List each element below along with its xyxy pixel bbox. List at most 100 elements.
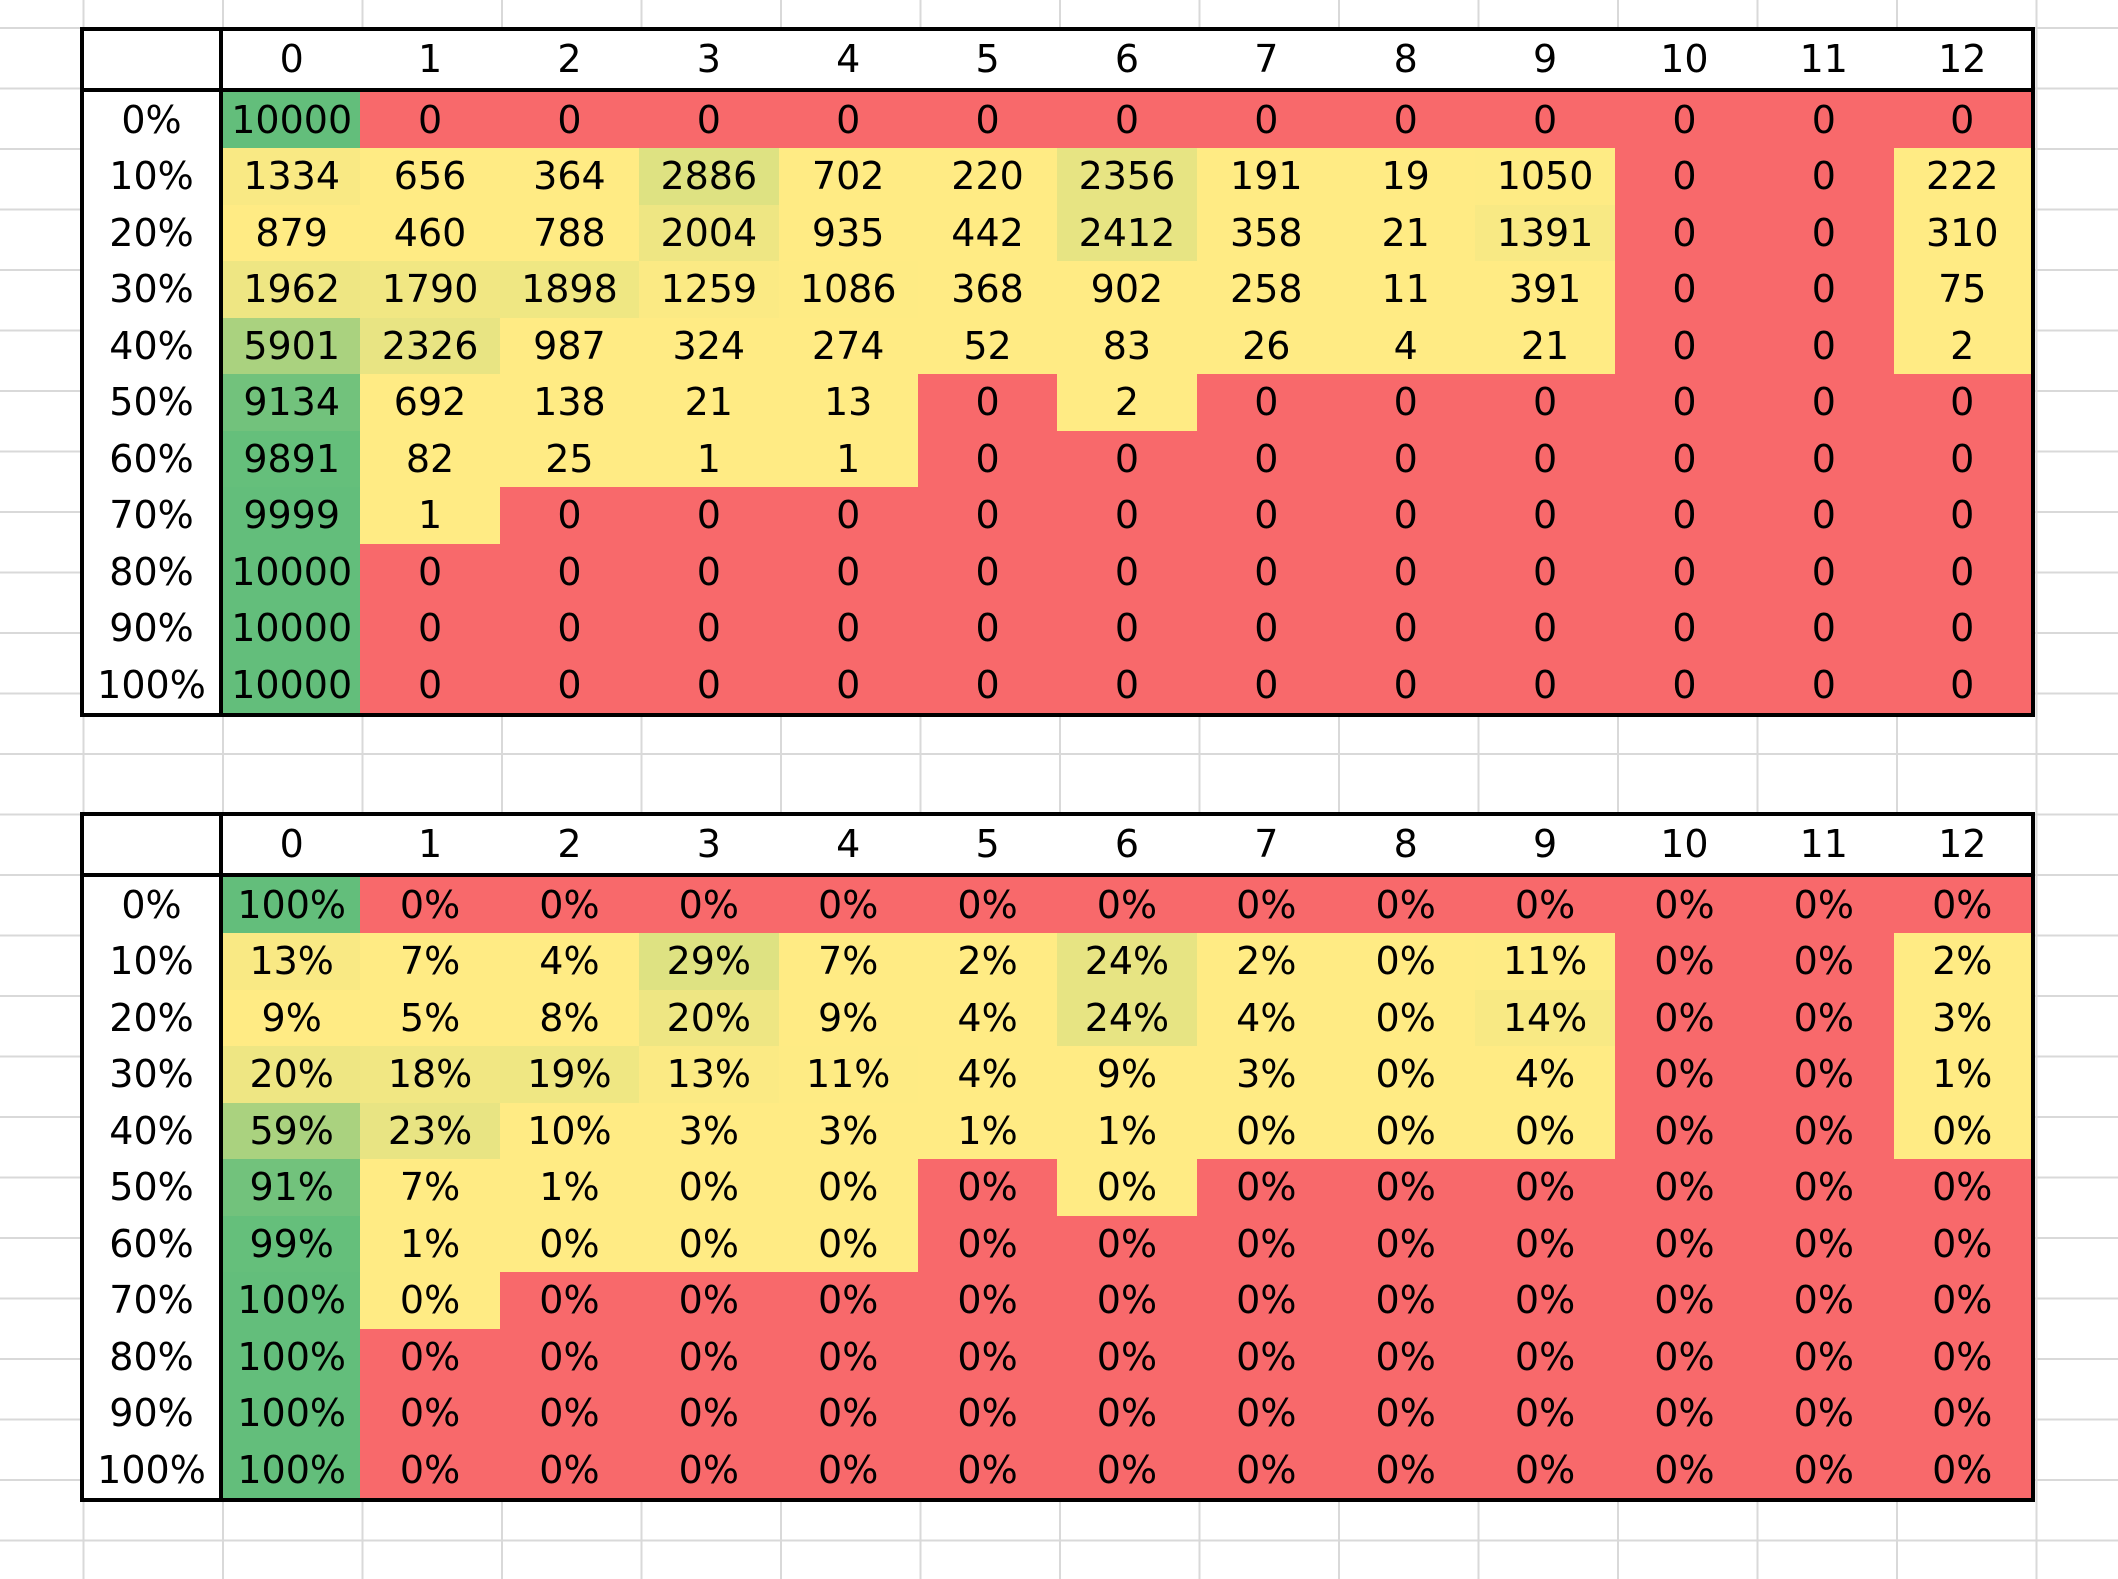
heat-cell[interactable]: 0: [1057, 600, 1197, 657]
heat-cell[interactable]: 0: [1754, 656, 1894, 715]
heat-cell[interactable]: 0: [1754, 487, 1894, 544]
heat-cell[interactable]: 0: [1614, 89, 1755, 148]
column-header[interactable]: 12: [1893, 29, 2033, 92]
heat-cell[interactable]: 0%: [639, 874, 779, 933]
heat-cell[interactable]: 26: [1196, 317, 1336, 374]
heat-cell[interactable]: 0%: [1057, 1328, 1197, 1385]
heat-cell[interactable]: 0%: [499, 1385, 640, 1442]
heat-cell[interactable]: 0%: [917, 1385, 1058, 1442]
heat-cell[interactable]: 0: [917, 656, 1058, 715]
heat-cell[interactable]: 100%: [221, 1328, 361, 1385]
heat-cell[interactable]: 99%: [221, 1215, 361, 1272]
heat-cell[interactable]: 0%: [499, 1441, 640, 1500]
heat-cell[interactable]: 324: [639, 317, 779, 374]
heat-cell[interactable]: 4%: [917, 989, 1058, 1046]
row-header[interactable]: 90%: [82, 600, 223, 657]
heat-cell[interactable]: 0: [1057, 487, 1197, 544]
heat-cell[interactable]: 0%: [778, 1385, 918, 1442]
heat-cell[interactable]: 258: [1196, 261, 1336, 318]
heat-cell[interactable]: 935: [778, 204, 918, 261]
heat-cell[interactable]: 0: [1196, 430, 1336, 487]
heat-cell[interactable]: 0: [1893, 600, 2033, 657]
heat-cell[interactable]: 0%: [1614, 874, 1755, 933]
column-header[interactable]: 12: [1893, 814, 2033, 877]
heat-cell[interactable]: 0%: [1336, 989, 1476, 1046]
row-header[interactable]: 70%: [82, 487, 223, 544]
heat-cell[interactable]: 18%: [360, 1046, 500, 1103]
heat-cell[interactable]: 0: [1336, 89, 1476, 148]
heat-cell[interactable]: 902: [1057, 261, 1197, 318]
heat-cell[interactable]: 0%: [1893, 874, 2033, 933]
row-header[interactable]: 30%: [82, 1046, 223, 1103]
heat-cell[interactable]: 2326: [360, 317, 500, 374]
heat-cell[interactable]: 13%: [221, 933, 361, 990]
heat-cell[interactable]: 0%: [1754, 1385, 1894, 1442]
heat-cell[interactable]: 0%: [1336, 1102, 1476, 1159]
heat-cell[interactable]: 100%: [221, 1385, 361, 1442]
heat-cell[interactable]: 0: [1336, 374, 1476, 431]
heat-cell[interactable]: 0%: [917, 1272, 1058, 1329]
heat-cell[interactable]: 1: [639, 430, 779, 487]
heat-cell[interactable]: 0%: [1475, 1159, 1615, 1216]
heat-cell[interactable]: 7%: [360, 1159, 500, 1216]
heat-cell[interactable]: 0%: [639, 1441, 779, 1500]
heat-cell[interactable]: 0%: [1475, 1215, 1615, 1272]
heat-cell[interactable]: 0: [1475, 600, 1615, 657]
heat-cell[interactable]: 0%: [1196, 1102, 1336, 1159]
column-header[interactable]: 8: [1336, 29, 1476, 92]
column-header[interactable]: 2: [499, 29, 640, 92]
heat-cell[interactable]: 0%: [1893, 1385, 2033, 1442]
heat-cell[interactable]: 0%: [1754, 1272, 1894, 1329]
column-header[interactable]: 7: [1196, 29, 1336, 92]
heat-cell[interactable]: 0%: [1057, 1215, 1197, 1272]
heat-cell[interactable]: 11: [1336, 261, 1476, 318]
heat-cell[interactable]: 0: [1336, 543, 1476, 600]
heat-cell[interactable]: 13%: [639, 1046, 779, 1103]
heat-cell[interactable]: 0: [1057, 430, 1197, 487]
heat-cell[interactable]: 0%: [1893, 1441, 2033, 1500]
heat-cell[interactable]: 0: [1196, 543, 1336, 600]
heat-cell[interactable]: 0%: [1614, 1328, 1755, 1385]
column-header[interactable]: 11: [1754, 814, 1894, 877]
heat-cell[interactable]: 391: [1475, 261, 1615, 318]
heat-cell[interactable]: 0%: [360, 1385, 500, 1442]
column-header[interactable]: 0: [221, 814, 361, 877]
column-header[interactable]: 10: [1614, 814, 1755, 877]
heat-cell[interactable]: 0: [1614, 656, 1755, 715]
heat-cell[interactable]: 9999: [221, 487, 361, 544]
heat-cell[interactable]: 0: [639, 600, 779, 657]
heat-cell[interactable]: 191: [1196, 148, 1336, 205]
heat-cell[interactable]: 13: [778, 374, 918, 431]
heat-cell[interactable]: 0: [1475, 543, 1615, 600]
heat-cell[interactable]: 0: [778, 487, 918, 544]
heat-cell[interactable]: 0%: [1893, 1328, 2033, 1385]
heat-cell[interactable]: 0: [639, 656, 779, 715]
heat-cell[interactable]: 0%: [639, 1215, 779, 1272]
column-header[interactable]: 3: [639, 29, 779, 92]
heat-cell[interactable]: 0%: [360, 874, 500, 933]
heat-cell[interactable]: 0%: [917, 1215, 1058, 1272]
heat-cell[interactable]: 0: [1754, 148, 1894, 205]
heat-cell[interactable]: 0: [1475, 430, 1615, 487]
heat-cell[interactable]: 0%: [639, 1159, 779, 1216]
heat-cell[interactable]: 1086: [778, 261, 918, 318]
heat-cell[interactable]: 23%: [360, 1102, 500, 1159]
heat-cell[interactable]: 0: [1336, 487, 1476, 544]
heat-cell[interactable]: 0: [1893, 543, 2033, 600]
heat-cell[interactable]: 14%: [1475, 989, 1615, 1046]
heat-cell[interactable]: 0%: [1614, 1102, 1755, 1159]
heat-cell[interactable]: 0: [1893, 89, 2033, 148]
heat-cell[interactable]: 0%: [1475, 874, 1615, 933]
heat-cell[interactable]: 0: [1614, 261, 1755, 318]
heat-cell[interactable]: 1391: [1475, 204, 1615, 261]
heat-cell[interactable]: 0: [499, 656, 640, 715]
heat-cell[interactable]: 0: [1754, 543, 1894, 600]
heat-cell[interactable]: 0: [1475, 374, 1615, 431]
heat-cell[interactable]: 0: [1754, 430, 1894, 487]
heat-cell[interactable]: 0%: [639, 1328, 779, 1385]
heat-cell[interactable]: 0%: [1057, 1385, 1197, 1442]
heat-cell[interactable]: 0%: [1614, 989, 1755, 1046]
row-header[interactable]: 90%: [82, 1385, 223, 1442]
column-header[interactable]: 3: [639, 814, 779, 877]
heat-cell[interactable]: 0: [1196, 487, 1336, 544]
